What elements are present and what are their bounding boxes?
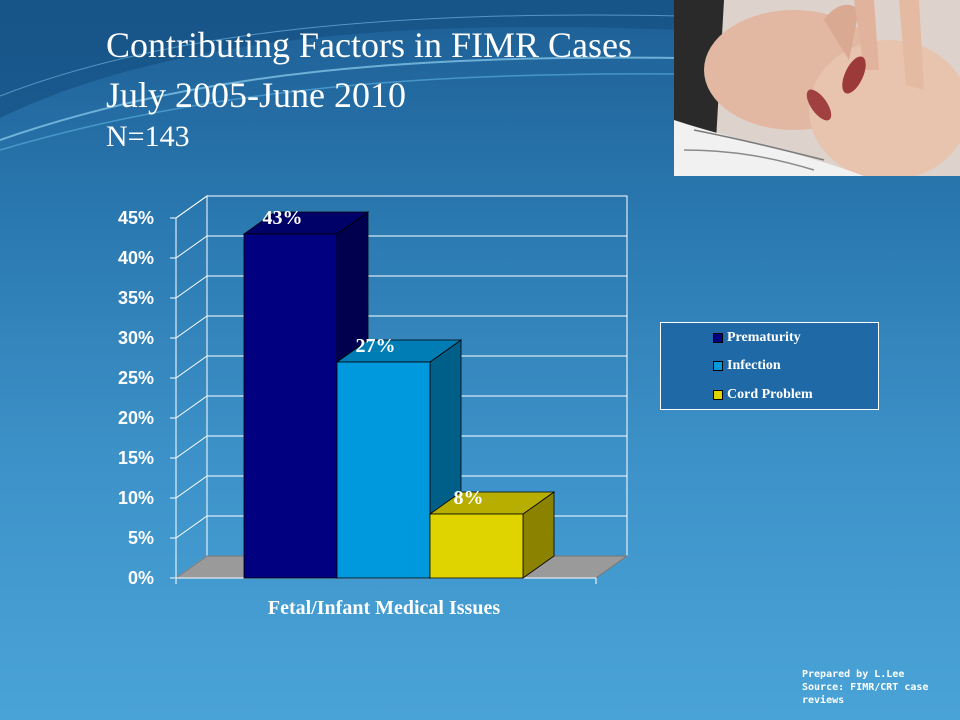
- data-label: 8%: [454, 487, 484, 509]
- y-tick-label: 30%: [118, 328, 154, 348]
- y-tick-label: 25%: [118, 368, 154, 388]
- legend-item-cord-problem: Cord Problem: [713, 386, 813, 404]
- slide-subtitle-dates: July 2005-June 2010: [106, 75, 406, 115]
- gridline: [175, 355, 627, 379]
- data-label: 43%: [263, 207, 303, 229]
- legend-swatch-cord-problem: [713, 390, 723, 400]
- bar-front-3: [429, 513, 524, 579]
- data-label: 27%: [356, 335, 396, 357]
- legend-swatch-prematurity: [713, 333, 723, 343]
- credit-line: Source: FIMR/CRT case: [802, 682, 929, 693]
- credits: Prepared by L.Lee Source: FIMR/CRT case …: [802, 668, 928, 707]
- y-tick-label: 40%: [118, 248, 154, 268]
- chart-legend: Prematurity Infection Cord Problem: [660, 322, 879, 410]
- credit-line: Prepared by L.Lee: [802, 669, 905, 680]
- y-tick-label: 0%: [128, 568, 154, 588]
- gridline: [175, 315, 627, 339]
- gridline: [175, 395, 627, 419]
- y-tick-label: 15%: [118, 448, 154, 468]
- credit-line: reviews: [802, 695, 845, 706]
- legend-item-prematurity: Prematurity: [713, 329, 801, 347]
- legend-swatch-infection: [713, 361, 723, 371]
- gridline: [175, 435, 627, 459]
- slide-title: Contributing Factors in FIMR Cases: [106, 25, 633, 65]
- gridline: [175, 475, 627, 499]
- y-tick-label: 35%: [118, 288, 154, 308]
- gridline: [175, 195, 627, 219]
- y-tick-label: 10%: [118, 488, 154, 508]
- y-tick-label: 5%: [128, 528, 154, 548]
- gridline: [175, 275, 627, 299]
- gridline: [175, 235, 627, 259]
- y-tick-label: 45%: [118, 208, 154, 228]
- y-tick-label: 20%: [118, 408, 154, 428]
- bar-front-2: [336, 361, 431, 579]
- legend-label: Prematurity: [727, 330, 801, 345]
- legend-label: Infection: [727, 358, 781, 373]
- chart-side-wall: [175, 195, 208, 579]
- slide-subtitle-count: N=143: [106, 120, 190, 153]
- x-axis-title: Fetal/Infant Medical Issues: [268, 597, 500, 619]
- bar-front-1: [243, 233, 338, 579]
- hands-illustration: [674, 0, 960, 176]
- legend-item-infection: Infection: [713, 357, 781, 375]
- premature-infant-photo: [674, 0, 960, 176]
- legend-label: Cord Problem: [727, 387, 813, 402]
